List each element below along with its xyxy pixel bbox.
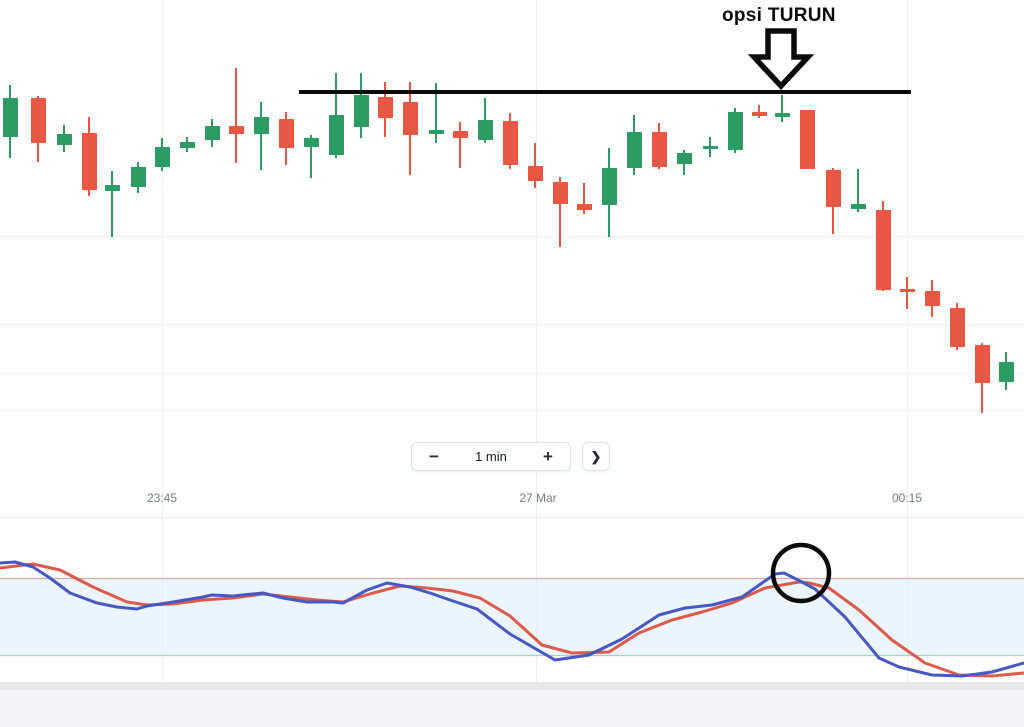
panel-divider: [0, 517, 1024, 518]
candle-wick: [781, 95, 783, 122]
candle-body: [975, 345, 990, 383]
candle-body: [503, 121, 518, 165]
time-axis-label: 27 Mar: [519, 491, 557, 505]
candle-body: [826, 170, 841, 207]
candle-body: [82, 133, 97, 190]
candle-body: [131, 167, 146, 187]
candle-wick: [235, 68, 237, 163]
candle-body: [304, 138, 319, 147]
interval-control: − 1 min +: [411, 442, 571, 471]
candle-body: [775, 113, 790, 117]
candle-body: [105, 185, 120, 191]
candle-wick: [559, 177, 561, 247]
candle-body: [800, 110, 815, 169]
candle-wick: [435, 83, 437, 143]
candle-body: [677, 153, 692, 164]
candle-body: [627, 132, 642, 168]
interval-label: 1 min: [475, 449, 507, 464]
candle-body: [900, 289, 915, 292]
candle-body: [950, 308, 965, 347]
vertical-gridline: [162, 0, 163, 682]
vertical-gridline: [907, 0, 908, 682]
interval-decrease-button[interactable]: −: [412, 443, 456, 470]
candle-body: [403, 102, 418, 135]
candle-body: [478, 120, 493, 140]
candle-body: [429, 130, 444, 134]
candle-body: [876, 210, 891, 290]
candle-wick: [906, 277, 908, 309]
candle-body: [602, 168, 617, 205]
candle-wick: [583, 183, 585, 214]
time-axis-label: 00:15: [891, 491, 923, 505]
candle-body: [229, 126, 244, 134]
candle-body: [652, 132, 667, 167]
bottom-strip: [0, 682, 1024, 690]
candle-body: [180, 142, 195, 148]
candle-wick: [260, 102, 262, 170]
candle-body: [453, 131, 468, 138]
horizontal-gridline: [0, 373, 1024, 374]
annotation-label: opsi TURUN: [722, 5, 836, 26]
candle-body: [31, 98, 46, 143]
candle-wick: [111, 171, 113, 237]
candle-wick: [310, 135, 312, 178]
candle-body: [155, 147, 170, 167]
candle-body: [553, 182, 568, 204]
scroll-right-button[interactable]: ❯: [582, 442, 610, 471]
candle-body: [703, 146, 718, 149]
horizontal-gridline: [0, 324, 1024, 325]
candle-body: [752, 112, 767, 116]
candle-body: [528, 166, 543, 181]
candle-wick: [459, 122, 461, 168]
vertical-gridline: [536, 0, 537, 682]
candle-body: [728, 112, 743, 150]
candle-wick: [534, 143, 536, 188]
bottom-strip: [0, 690, 1024, 727]
candle-wick: [857, 169, 859, 212]
candle-body: [999, 362, 1014, 382]
candle-body: [57, 134, 72, 145]
candle-body: [254, 117, 269, 134]
candle-body: [378, 97, 393, 118]
candle-body: [354, 95, 369, 127]
candle-body: [205, 126, 220, 140]
interval-increase-button[interactable]: +: [526, 443, 570, 470]
horizontal-gridline: [0, 410, 1024, 411]
time-axis-label: 23:45: [146, 491, 178, 505]
candle-body: [577, 204, 592, 210]
candle-body: [329, 115, 344, 155]
candle-wick: [758, 105, 760, 118]
horizontal-gridline: [0, 236, 1024, 237]
candle-body: [925, 291, 940, 306]
candle-body: [279, 119, 294, 148]
candle-body: [3, 98, 18, 137]
candle-body: [851, 204, 866, 209]
